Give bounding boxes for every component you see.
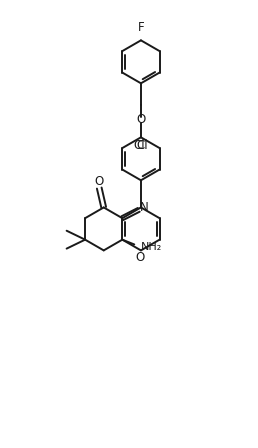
Text: O: O	[136, 251, 145, 264]
Text: O: O	[94, 175, 103, 188]
Text: Cl: Cl	[134, 138, 145, 151]
Text: F: F	[138, 21, 144, 34]
Text: NH₂: NH₂	[141, 242, 162, 252]
Text: Cl: Cl	[136, 138, 148, 151]
Text: N: N	[140, 201, 149, 214]
Text: O: O	[136, 113, 146, 126]
